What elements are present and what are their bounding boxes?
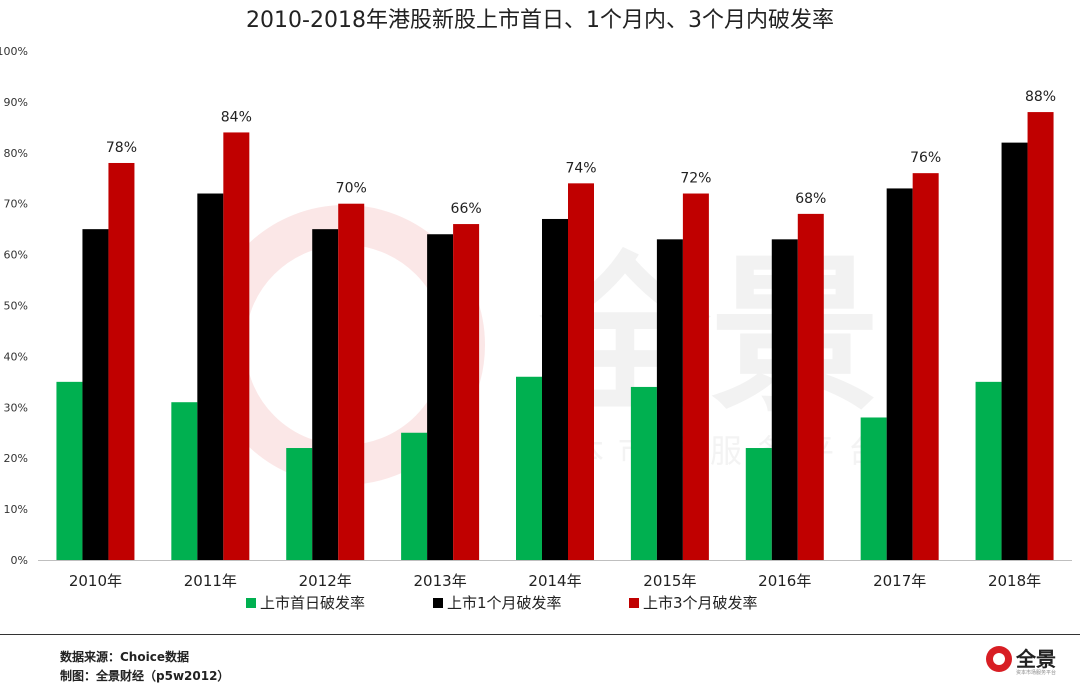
bar xyxy=(338,203,365,560)
bar xyxy=(286,448,313,560)
bar xyxy=(312,229,339,560)
data-label: 84% xyxy=(221,109,252,125)
bar-chart: 全景 资本市场服务平台 2010-2018年港股新股上市首日、1个月内、3个月内… xyxy=(0,8,1072,612)
x-tick-label: 2017年 xyxy=(873,572,926,590)
y-tick-label: 30% xyxy=(4,401,28,414)
legend: 上市首日破发率 上市1个月破发率 上市3个月破发率 xyxy=(246,594,758,612)
logo-tagline: 资本市场服务平台 xyxy=(1016,670,1057,676)
y-tick-label: 70% xyxy=(4,198,28,211)
bar xyxy=(453,224,480,560)
y-axis: 0% 10% 20% 30% 40% 50% 60% 70% 80% 90% 100% xyxy=(0,45,28,567)
legend-label: 上市3个月破发率 xyxy=(643,594,758,612)
data-label: 68% xyxy=(795,191,826,207)
bar xyxy=(1027,112,1054,560)
bar xyxy=(886,188,913,560)
y-tick-label: 80% xyxy=(4,147,28,160)
legend-swatch xyxy=(433,598,443,608)
bar xyxy=(630,386,657,560)
legend-item: 上市1个月破发率 xyxy=(433,594,562,612)
bar xyxy=(171,402,198,560)
bar xyxy=(568,183,594,560)
data-label: 66% xyxy=(451,201,482,217)
x-axis: 2010年 2011年 2012年 2013年 2014年 2015年 2016年 2017年… xyxy=(69,572,1041,590)
bar xyxy=(82,229,109,560)
y-tick-label: 90% xyxy=(4,96,28,109)
legend-swatch xyxy=(629,598,639,608)
bar xyxy=(542,218,568,560)
chart-credit: 制图：全景财经（p5w2012） xyxy=(60,669,230,683)
bar xyxy=(223,132,250,560)
y-tick-label: 50% xyxy=(4,300,28,313)
brand-logo: 全景 资本市场服务平台 xyxy=(986,643,1078,676)
bar xyxy=(427,234,454,561)
x-tick-label: 2016年 xyxy=(758,572,811,590)
legend-item: 上市3个月破发率 xyxy=(629,594,758,612)
y-tick-label: 60% xyxy=(4,249,28,262)
bar xyxy=(656,239,683,560)
data-label: 88% xyxy=(1025,89,1056,105)
legend-label: 上市1个月破发率 xyxy=(447,594,562,612)
logo-icon xyxy=(986,646,1012,672)
bar xyxy=(1001,142,1028,560)
y-tick-label: 0% xyxy=(11,554,28,567)
data-label: 70% xyxy=(336,181,367,197)
data-label: 76% xyxy=(910,150,941,166)
data-label: 78% xyxy=(106,140,137,156)
data-labels: 78% 84% 70% 66% 74% 72% 68% 76% 88% xyxy=(106,89,1056,217)
x-tick-label: 2013年 xyxy=(414,572,467,590)
legend-swatch xyxy=(246,598,256,608)
bar xyxy=(797,213,824,560)
bar xyxy=(771,239,798,560)
y-tick-label: 10% xyxy=(4,503,28,516)
bars xyxy=(56,112,1054,561)
x-tick-label: 2014年 xyxy=(528,572,581,590)
x-tick-label: 2011年 xyxy=(184,572,237,590)
bar xyxy=(975,381,1002,560)
y-tick-label: 20% xyxy=(4,452,28,465)
x-tick-label: 2015年 xyxy=(643,572,696,590)
footer-divider xyxy=(0,634,1080,635)
y-tick-label: 100% xyxy=(0,45,28,58)
data-label: 74% xyxy=(565,160,596,176)
y-tick-label: 40% xyxy=(4,350,28,363)
bar xyxy=(56,381,83,560)
bar xyxy=(860,417,887,560)
bar xyxy=(912,173,939,560)
legend-label: 上市首日破发率 xyxy=(260,594,365,612)
logo-name: 全景 xyxy=(1016,647,1056,671)
bar xyxy=(745,448,772,560)
legend-item: 上市首日破发率 xyxy=(246,594,365,612)
bar xyxy=(197,193,224,560)
x-tick-label: 2018年 xyxy=(988,572,1041,590)
bar xyxy=(516,376,542,560)
bar xyxy=(401,432,428,560)
bar xyxy=(682,193,709,560)
bar xyxy=(108,162,135,561)
chart-title: 2010-2018年港股新股上市首日、1个月内、3个月内破发率 xyxy=(246,8,834,33)
x-tick-label: 2010年 xyxy=(69,572,122,590)
x-tick-label: 2012年 xyxy=(299,572,352,590)
data-label: 72% xyxy=(680,171,711,187)
data-source: 数据来源：Choice数据 xyxy=(60,650,189,664)
